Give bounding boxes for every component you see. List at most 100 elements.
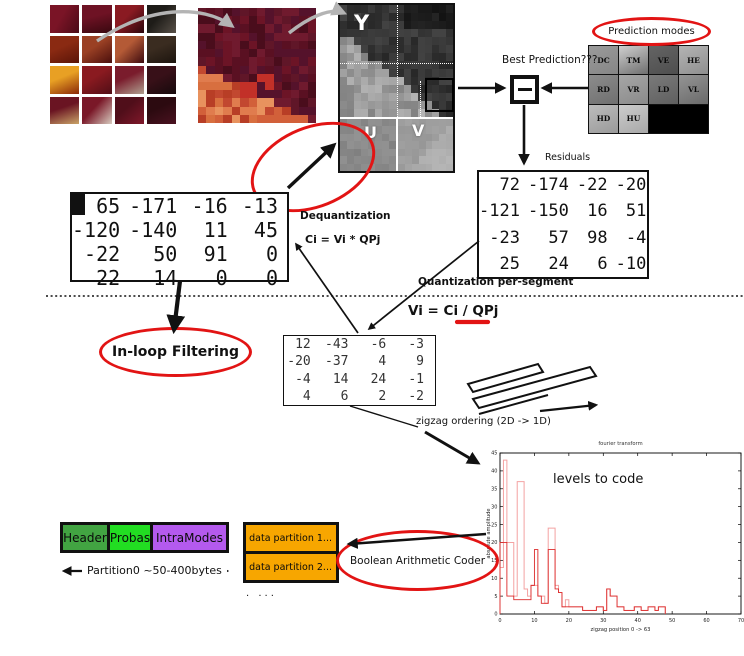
prediction-modes-grid: DC TM VE HE RD VR LD VL HD HU — [588, 45, 709, 134]
source-tile — [50, 5, 80, 33]
u-plane — [340, 119, 396, 171]
matrix-cell: 25 — [499, 253, 520, 274]
matrix-cell: -23 — [489, 227, 520, 248]
prediction-mode-cell: LD — [649, 75, 678, 104]
matrix-cell: 91 — [203, 242, 228, 266]
data-partitions-box: data partition 1... data partition 2... — [243, 522, 339, 583]
y-tick-label: 20 — [491, 540, 497, 546]
prediction-mode-label: VR — [627, 84, 640, 94]
prediction-mode-cell: DC — [589, 46, 618, 75]
current-block-outline — [425, 78, 454, 112]
x-tick-label: 0 — [498, 618, 501, 624]
matrix-cell: 4 — [302, 388, 311, 404]
x-tick-label: 10 — [531, 618, 537, 624]
matrix-cell: 9 — [416, 354, 424, 370]
chart-annotation: levels to code — [553, 472, 643, 487]
matrix-cell: -10 — [615, 253, 647, 274]
matrix-cell: 11 — [203, 218, 228, 242]
source-tile — [146, 66, 176, 94]
matrix-cell: 0 — [265, 266, 278, 290]
matrix-cell: -22 — [84, 242, 121, 266]
x-tick-label: 50 — [669, 618, 675, 624]
matrix-cell: 4 — [378, 354, 387, 370]
prediction-mode-label: LD — [657, 84, 670, 94]
prediction-mode-cell: VE — [649, 46, 678, 75]
boolean-coder-ellipse: Boolean Arithmetic Coder — [336, 530, 499, 591]
more-partitions-dots: . ... — [246, 588, 277, 599]
inloop-filtering-ellipse: In-loop Filtering — [99, 327, 252, 377]
prediction-mode-label: DC — [597, 55, 610, 65]
matrix-corner-tab — [70, 192, 85, 215]
matrix-cell: 6 — [340, 388, 349, 404]
matrix-cell: -20 — [615, 175, 647, 196]
prediction-mode-label: HE — [687, 55, 700, 65]
matrix-cell: -4 — [295, 371, 311, 387]
y-tick-label: 5 — [494, 594, 497, 600]
partition0-box: Header Probas IntraModes — [60, 522, 229, 553]
source-tile — [82, 5, 112, 33]
prediction-mode-cell: TM — [619, 46, 648, 75]
best-prediction-label: Best Prediction??? — [502, 54, 598, 66]
matrix-cell: -121 — [479, 201, 520, 222]
source-image-macroblock-grid — [50, 5, 176, 124]
inloop-filtering-label: In-loop Filtering — [112, 344, 239, 360]
prediction-modes-label: Prediction modes — [608, 26, 695, 37]
source-tile — [114, 66, 144, 94]
matrix-cell: 12 — [295, 337, 311, 353]
probas-cell: Probas — [107, 525, 153, 550]
zigzag-glyph — [466, 362, 599, 415]
prediction-mode-cell: HU — [619, 104, 648, 133]
x-tick-label: 20 — [566, 618, 572, 624]
y-tick-label: 0 — [494, 612, 497, 618]
source-tile — [114, 5, 144, 33]
matrix-cell: -3 — [408, 337, 424, 353]
x-tick-label: 60 — [703, 618, 709, 624]
reconstructed-matrix: 65 -171 -16 -13 -120 -140 11 45 -22 50 91 0 22 14 0 0 — [70, 192, 289, 290]
x-tick-label: 40 — [635, 618, 641, 624]
matrix-cell: 65 — [96, 194, 121, 218]
matrix-cell: 16 — [587, 201, 608, 222]
y-plane-label: Y — [354, 11, 370, 35]
subtract-box — [510, 75, 539, 104]
matrix-cell: -13 — [241, 194, 278, 218]
quantized-matrix: 12 -43 -6 -3 -20 -37 4 9 -4 14 24 -1 4 6 2 -2 — [283, 335, 436, 406]
levels-chart: 0 10 20 30 40 50 60 70051015202530354045fourier… — [486, 441, 744, 633]
probas-cell-label: Probas — [109, 530, 151, 545]
matrix-cell: -140 — [129, 218, 178, 242]
zigzag-ordering-label: zigzag ordering (2D -> 1D) — [416, 416, 551, 427]
prediction-mode-label: RD — [597, 84, 610, 94]
prediction-mode-cell: RD — [589, 75, 618, 104]
source-tile — [146, 96, 176, 124]
matrix-cell: -2 — [408, 388, 424, 404]
minus-icon — [517, 87, 532, 92]
matrix-cell: 24 — [548, 253, 569, 274]
matrix-cell: -120 — [72, 218, 121, 242]
uv-divider-v — [396, 119, 398, 171]
matrix-cell: 51 — [625, 201, 647, 222]
intramodes-cell: IntraModes — [153, 525, 226, 550]
source-tile — [146, 5, 176, 33]
x-tick-label: 70 — [738, 618, 744, 624]
matrix-cell: -171 — [129, 194, 178, 218]
source-tile — [82, 96, 112, 124]
chart-series-levels-bright — [499, 541, 666, 614]
matrix-cell: -1 — [408, 371, 424, 387]
prediction-modes-ellipse: Prediction modes — [592, 17, 711, 46]
intramodes-cell-label: IntraModes — [155, 530, 224, 545]
v-plane — [398, 119, 453, 171]
matrix-cell: 0 — [265, 242, 278, 266]
source-tile — [114, 96, 144, 124]
dequantization-arrow — [295, 242, 359, 334]
matrix-cell: 45 — [253, 218, 278, 242]
y-tick-label: 25 — [491, 522, 497, 528]
source-tile — [82, 66, 112, 94]
header-cell-label: Header — [63, 530, 107, 545]
matrix-cell: -37 — [325, 354, 349, 370]
quantization-formula: Vi = Ci / QPj — [408, 303, 499, 319]
header-cell: Header — [63, 525, 107, 550]
matrix-cell: 72 — [499, 175, 520, 196]
matrix-cell: -4 — [625, 227, 647, 248]
residuals-label: Residuals — [545, 152, 591, 163]
source-tile — [146, 35, 176, 63]
